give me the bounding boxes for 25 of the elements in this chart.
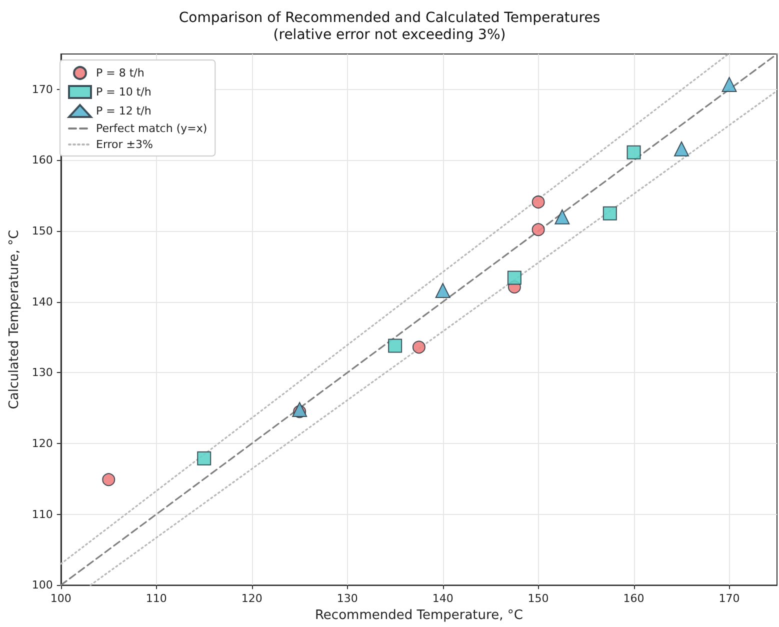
y-tick-label: 150	[32, 224, 53, 238]
legend-label: P = 10 t/h	[96, 86, 152, 98]
x-tick-label: 130	[336, 592, 358, 606]
x-tick-label: 160	[623, 592, 644, 606]
y-tick-label: 160	[32, 154, 53, 167]
legend-label: Perfect match (y=x)	[96, 122, 208, 135]
x-tick-label: 110	[146, 592, 167, 606]
x-tick-label: 140	[432, 592, 454, 606]
y-tick-label: 100	[32, 578, 53, 592]
y-tick-label: 170	[32, 82, 53, 96]
x-tick-label: 170	[718, 592, 740, 606]
x-axis-title: Recommended Temperature, °C	[314, 608, 523, 623]
chart-subtitle: (relative error not exceeding 3%)	[273, 27, 506, 43]
x-tick-label: 100	[50, 592, 72, 606]
legend-label: Error ±3%	[96, 138, 153, 151]
y-axis-title: Calculated Temperature, °C	[7, 230, 22, 410]
legend-label: P = 8 t/h	[96, 66, 144, 80]
y-tick-label: 140	[32, 295, 53, 308]
legend-label: P = 12 t/h	[96, 104, 152, 118]
y-tick-label: 110	[32, 508, 53, 521]
y-tick-label: 120	[32, 436, 53, 450]
x-tick-label: 120	[241, 592, 262, 606]
x-tick-label: 150	[528, 592, 549, 606]
chart-title: Comparison of Recommended and Calculated Temperatures	[178, 10, 600, 26]
y-tick-label: 130	[32, 366, 53, 380]
